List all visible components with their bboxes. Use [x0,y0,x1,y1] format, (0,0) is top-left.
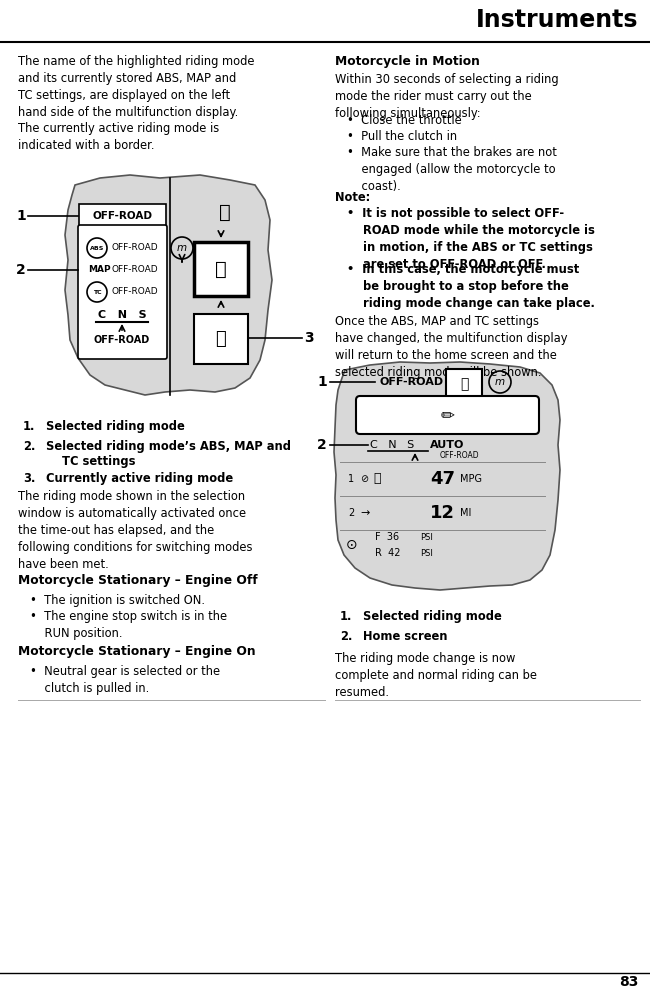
Text: ABS: ABS [90,245,104,250]
Text: C   N   S: C N S [370,440,414,450]
Text: The riding mode shown in the selection
window is automatically activated once
th: The riding mode shown in the selection w… [18,490,252,571]
FancyBboxPatch shape [79,204,166,228]
Text: The currently active riding mode is
indicated with a border.: The currently active riding mode is indi… [18,122,219,152]
Text: 2.: 2. [23,440,35,453]
Text: 2: 2 [16,263,26,277]
Text: •  Pull the clutch in: • Pull the clutch in [347,130,457,143]
Text: 83: 83 [619,975,638,989]
FancyBboxPatch shape [194,242,248,296]
Text: PSI: PSI [420,533,433,542]
Text: C   N   S: C N S [98,310,146,320]
Text: MPG: MPG [460,474,482,484]
Text: ⊙: ⊙ [346,538,358,552]
Text: 1: 1 [16,209,26,223]
Text: Motorcycle in Motion: Motorcycle in Motion [335,55,480,68]
Text: OFF-ROAD: OFF-ROAD [92,211,153,221]
Text: 🏔: 🏔 [460,377,468,391]
Text: AUTO: AUTO [430,440,464,450]
Polygon shape [65,175,272,395]
Polygon shape [334,362,560,590]
Text: Motorcycle Stationary – Engine Off: Motorcycle Stationary – Engine Off [18,574,257,587]
FancyBboxPatch shape [356,396,539,434]
Text: Selected riding mode: Selected riding mode [363,610,502,623]
Text: 12: 12 [430,504,455,522]
Text: •  Make sure that the brakes are not
    engaged (allow the motorcycle to
    co: • Make sure that the brakes are not enga… [347,146,557,193]
Text: Once the ABS, MAP and TC settings
have changed, the multifunction display
will r: Once the ABS, MAP and TC settings have c… [335,315,567,379]
Text: Motorcycle Stationary – Engine On: Motorcycle Stationary – Engine On [18,645,255,658]
Text: 3: 3 [304,331,313,345]
Text: 🛣: 🛣 [216,330,226,348]
Text: Note:: Note: [335,191,370,204]
Text: R  42: R 42 [375,548,400,558]
Text: 🅿: 🅿 [373,472,380,485]
Text: OFF-ROAD: OFF-ROAD [440,450,480,459]
Text: 2: 2 [317,438,327,452]
Text: OFF-ROAD: OFF-ROAD [94,335,150,345]
Text: Selected riding mode’s ABS, MAP and
    TC settings: Selected riding mode’s ABS, MAP and TC s… [46,440,291,468]
Text: 🏔: 🏔 [215,259,227,278]
Text: •  Close the throttle: • Close the throttle [347,114,462,127]
Text: •  Neutral gear is selected or the
    clutch is pulled in.: • Neutral gear is selected or the clutch… [30,665,220,695]
FancyBboxPatch shape [78,225,167,359]
Text: Home screen: Home screen [363,630,447,643]
Text: 1.: 1. [340,610,352,623]
Text: m: m [495,377,505,387]
Text: 🌧: 🌧 [219,202,231,221]
Text: TC: TC [93,289,101,294]
Text: Instruments: Instruments [476,8,638,32]
Text: PSI: PSI [420,549,433,558]
FancyBboxPatch shape [446,369,482,399]
Text: F  36: F 36 [375,532,399,542]
Text: →: → [360,508,369,518]
Text: OFF-ROAD: OFF-ROAD [380,377,444,387]
Text: ⊘: ⊘ [360,474,368,484]
Text: 47: 47 [430,470,455,488]
Text: Selected riding mode: Selected riding mode [46,420,185,433]
Text: •  It is not possible to select OFF-
    ROAD mode while the motorcycle is
    i: • It is not possible to select OFF- ROAD… [347,207,595,271]
Text: The name of the highlighted riding mode
and its currently stored ABS, MAP and
TC: The name of the highlighted riding mode … [18,55,255,119]
Text: Currently active riding mode: Currently active riding mode [46,472,233,485]
Text: m: m [177,243,187,253]
Text: •  The ignition is switched ON.: • The ignition is switched ON. [30,594,205,607]
Text: 3.: 3. [23,472,35,485]
Text: 2: 2 [348,508,354,518]
Text: OFF-ROAD: OFF-ROAD [112,265,159,274]
Text: Within 30 seconds of selecting a riding
mode the rider must carry out the
follow: Within 30 seconds of selecting a riding … [335,73,558,120]
Text: •  The engine stop switch is in the
    RUN position.: • The engine stop switch is in the RUN p… [30,610,227,640]
Text: 1.: 1. [23,420,35,433]
Text: 1: 1 [317,375,327,389]
Text: OFF-ROAD: OFF-ROAD [112,243,159,252]
FancyBboxPatch shape [194,314,248,364]
Text: MI: MI [460,508,471,518]
Text: 1: 1 [348,474,354,484]
Text: OFF-ROAD: OFF-ROAD [112,287,159,296]
Text: 2.: 2. [340,630,352,643]
Text: MAP: MAP [88,265,110,274]
Text: ✏: ✏ [441,406,454,424]
Text: The riding mode change is now
complete and normal riding can be
resumed.: The riding mode change is now complete a… [335,652,537,699]
Text: •  In this case, the motorcycle must
    be brought to a stop before the
    rid: • In this case, the motorcycle must be b… [347,263,595,310]
